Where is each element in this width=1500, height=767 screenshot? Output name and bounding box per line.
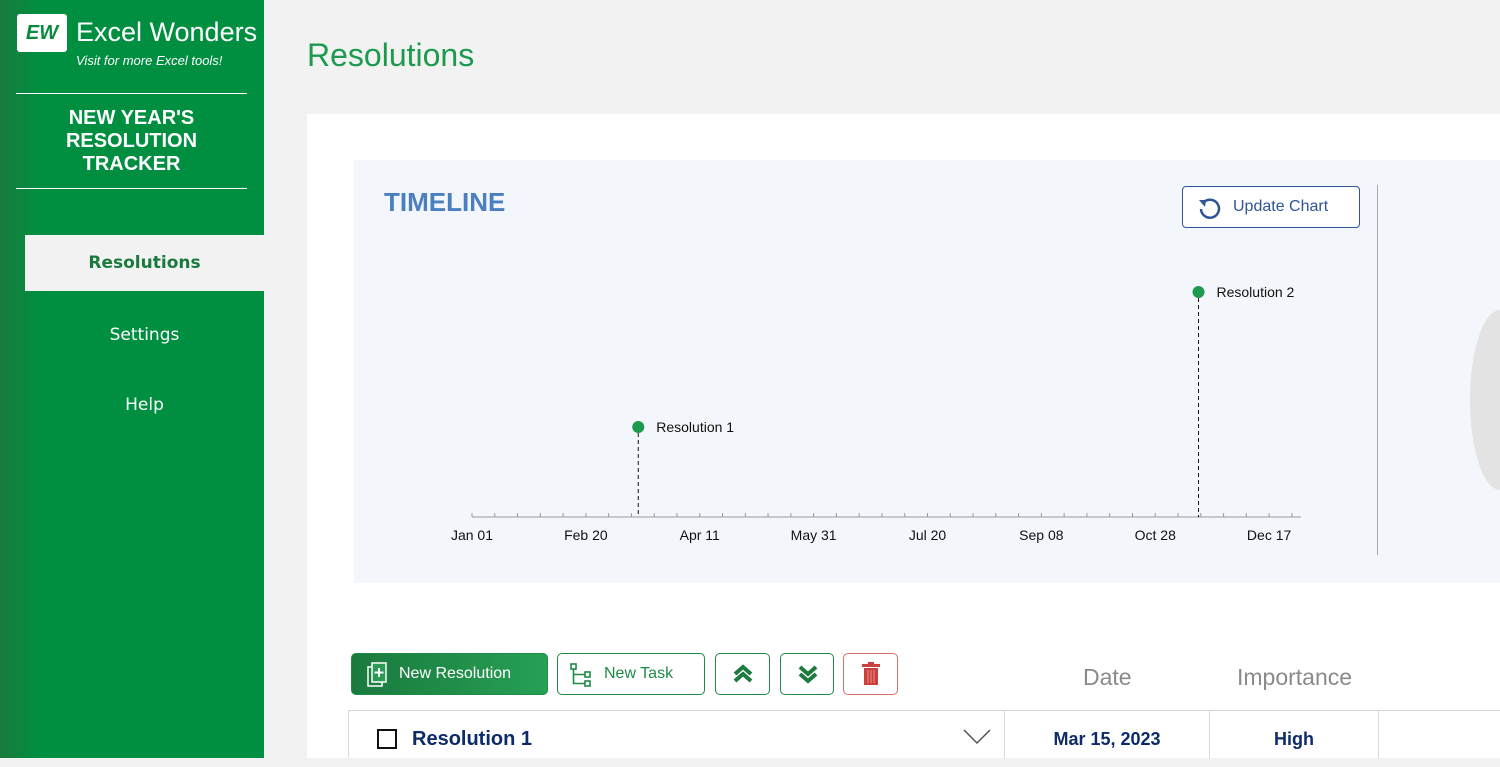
divider [16, 188, 247, 189]
timeline-chart: Jan 01 Feb 20 Apr 11 May 31 Jul 20 Sep 08 Oct … [451, 284, 1301, 543]
x-tick-label: Sep 08 [1019, 527, 1064, 543]
brand-tagline[interactable]: Visit for more Excel tools! [76, 53, 223, 68]
nav-settings[interactable]: Settings [109, 325, 180, 345]
move-down-button[interactable] [780, 653, 834, 695]
x-tick-label: Apr 11 [680, 527, 720, 543]
double-chevron-up-icon [733, 664, 753, 683]
new-task-label: New Task [604, 665, 674, 682]
new-task-button[interactable]: New Task [557, 653, 705, 695]
brand-name[interactable]: Excel Wonders [76, 17, 258, 47]
new-resolution-label: New Resolution [399, 665, 512, 682]
page-title: Resolutions [307, 37, 475, 73]
progress-chart-partial [1470, 310, 1500, 490]
timeline-point-2 [1192, 286, 1205, 298]
timeline-point-1 [632, 421, 645, 433]
move-up-button[interactable] [715, 653, 770, 695]
x-tick-label: Oct 28 [1135, 527, 1176, 543]
x-tick-label: Jan 01 [451, 527, 493, 543]
sidebar: EW Excel Wonders Visit for more Excel to… [0, 0, 264, 758]
row-checkbox[interactable] [377, 729, 397, 749]
timeline-panel: TIMELINE Update Chart Jan 01 Feb 20 Apr 11… [354, 160, 1500, 583]
table-cell [1378, 711, 1500, 759]
divider [1377, 185, 1378, 555]
app-title: NEW YEAR'S RESOLUTION TRACKER [65, 107, 198, 175]
excel-wonders-logo[interactable]: EW [17, 14, 67, 52]
timeline-title: TIMELINE [384, 187, 506, 217]
column-header-date[interactable]: Date [1083, 664, 1132, 690]
resolution-date: Mar 15, 2023 [1004, 711, 1209, 759]
column-header-importance[interactable]: Importance [1237, 664, 1353, 690]
nav-resolutions[interactable]: Resolutions [25, 235, 264, 291]
point-label: Resolution 1 [656, 419, 734, 435]
new-resolution-button[interactable]: New Resolution [351, 653, 548, 695]
resolution-importance: High [1209, 711, 1378, 759]
update-chart-label: Update Chart [1233, 198, 1329, 215]
refresh-icon [1199, 198, 1221, 219]
delete-button[interactable] [843, 653, 898, 695]
divider [16, 93, 247, 94]
chevron-down-icon[interactable] [963, 729, 991, 745]
update-chart-button[interactable]: Update Chart [1182, 186, 1360, 228]
nav-help[interactable]: Help [125, 395, 164, 415]
double-chevron-down-icon [798, 665, 818, 684]
x-tick-label: Dec 17 [1247, 527, 1292, 543]
trash-icon [862, 662, 880, 685]
table-row: Resolution 1 Mar 15, 2023 High [348, 710, 1500, 759]
point-label: Resolution 2 [1217, 284, 1295, 300]
x-tick-label: May 31 [791, 527, 837, 543]
task-tree-icon [570, 663, 591, 687]
resolution-name[interactable]: Resolution 1 [412, 728, 533, 750]
x-tick-label: Feb 20 [564, 527, 608, 543]
add-document-icon [367, 662, 387, 687]
x-tick-label: Jul 20 [909, 527, 947, 543]
